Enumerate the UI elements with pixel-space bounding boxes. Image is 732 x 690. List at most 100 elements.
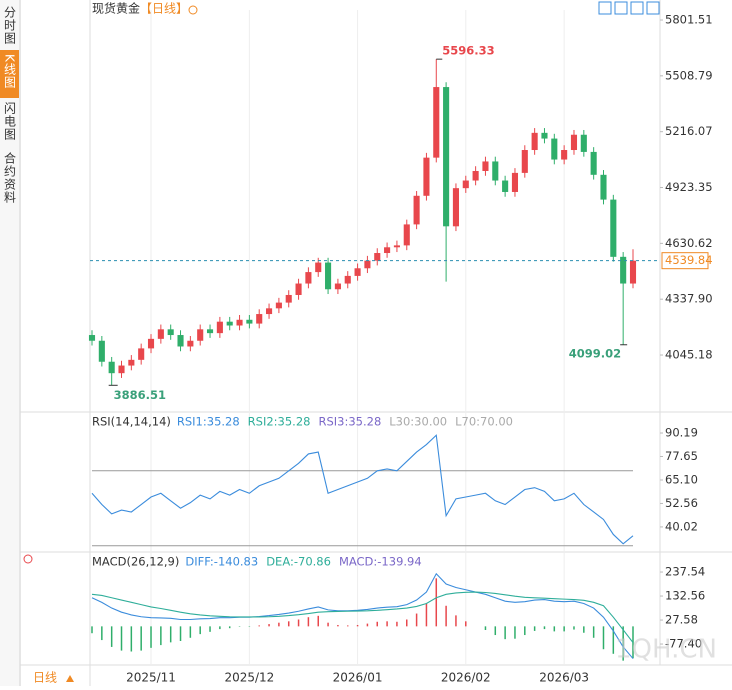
legend-entry: RSI3:35.28 (318, 415, 381, 429)
macd-settings-icon[interactable] (23, 554, 33, 564)
y-tick-label: 40.02 (665, 519, 698, 533)
x-tick-label: 2026/02 (441, 671, 491, 685)
candle-body (443, 87, 450, 227)
candle-body (226, 321, 233, 326)
y-tick-label: 5508.79 (665, 68, 713, 82)
x-tick-label: 2026/01 (333, 671, 383, 685)
candle-body (275, 302, 282, 309)
tool-indicator[interactable] (630, 1, 644, 15)
candle-body (610, 199, 617, 257)
candle-body (541, 132, 548, 139)
y-tick-label: 4923.35 (665, 180, 713, 194)
candle-body (266, 308, 273, 315)
candle-body (600, 174, 607, 200)
footer-arrow[interactable] (66, 675, 74, 682)
rsi-line (91, 434, 634, 545)
candle-body (570, 134, 578, 151)
candle-body (521, 150, 528, 173)
toolbar (598, 1, 660, 15)
sidebar (0, 0, 19, 686)
candle-body (531, 132, 538, 151)
candle-body (246, 319, 253, 324)
candle-body (334, 283, 341, 290)
candle-body (393, 245, 400, 248)
legend-entry: DIFF:-140.83 (185, 555, 258, 569)
period-label[interactable]: 【日线】 (140, 2, 188, 16)
tab-kline[interactable]: K线图 (3, 54, 17, 89)
instrument-title: 现货黄金 (92, 1, 140, 16)
tool-settings[interactable] (646, 1, 660, 15)
candle-body (157, 329, 164, 339)
indicator-title: RSI(14,14,14) (92, 415, 171, 429)
candle-body (128, 359, 135, 366)
candle-body (187, 340, 194, 347)
y-tick-label: 65.10 (665, 472, 698, 486)
last-price-box (661, 252, 709, 270)
y-tick-label: 5216.07 (665, 124, 713, 138)
candle-body (423, 157, 430, 196)
candle-body (305, 272, 312, 284)
candle-body (452, 188, 459, 227)
macd-line (91, 591, 634, 643)
legend-entry: DEA:-70.86 (266, 555, 331, 569)
candle-body (482, 161, 489, 171)
watermark: 1QH.CN (615, 635, 717, 665)
y-tick-label: 132.56 (665, 589, 705, 603)
candle-body (256, 314, 263, 324)
legend-entry: L30:30.00 (389, 415, 447, 429)
candle-body (236, 319, 243, 326)
y-tick-label: 5801.51 (665, 13, 713, 27)
candle-body (403, 224, 410, 246)
candle-body (206, 329, 214, 334)
tool-zoom[interactable] (614, 1, 628, 15)
candle-body (580, 134, 587, 152)
candle-body (216, 321, 223, 334)
y-tick-label: 237.54 (665, 565, 705, 579)
candle-body (590, 151, 597, 175)
y-tick-label: 90.19 (665, 425, 698, 439)
candle-body (177, 335, 184, 347)
legend-entry: RSI2:35.28 (248, 415, 311, 429)
tab-contract[interactable]: 合约资料 (3, 151, 17, 204)
x-tick-label: 2025/12 (224, 671, 274, 685)
candle-body (413, 195, 420, 225)
low-annotation: 4099.02 (569, 346, 621, 360)
y-tick-label: 4045.18 (665, 348, 713, 362)
candle-body (629, 260, 637, 284)
candle-body (354, 268, 361, 276)
candle-body (167, 329, 174, 336)
low-annotation: 3886.51 (114, 388, 166, 402)
tool-fullscreen[interactable] (598, 1, 612, 15)
candle-body (295, 283, 302, 295)
candle-body (551, 138, 558, 160)
active-tab-bg (0, 50, 19, 98)
period-toggle-icon[interactable] (188, 5, 198, 15)
candle-body (88, 335, 96, 341)
footer-period[interactable]: 日线 (33, 671, 57, 685)
tab-flash[interactable]: 闪电图 (3, 102, 17, 141)
x-tick-label: 2025/11 (126, 671, 176, 685)
macd-line (91, 572, 634, 659)
candle-body (98, 340, 105, 362)
candle-body (147, 338, 155, 349)
candle-body (620, 256, 627, 284)
high-annotation: 5596.33 (442, 44, 494, 58)
legend-entry: L70:70.00 (455, 415, 513, 429)
candle-body (197, 329, 204, 341)
legend-entry: MACD:-139.94 (339, 555, 422, 569)
candle-body (462, 180, 469, 189)
tab-time[interactable]: 分时图 (3, 6, 17, 45)
candle-body (511, 172, 519, 192)
y-tick-label: 77.65 (665, 449, 698, 463)
candle-body (315, 262, 322, 273)
y-tick-label: 4337.90 (665, 292, 713, 306)
y-tick-label: 52.56 (665, 496, 698, 510)
y-tick-label: 27.58 (665, 613, 698, 627)
candle-body (325, 262, 332, 290)
candle-body (502, 180, 509, 192)
last-price-label: 4539.84 (665, 253, 713, 267)
candle-body (384, 247, 391, 254)
candle-body (108, 361, 115, 374)
indicator-title: MACD(26,12,9) (92, 555, 179, 569)
